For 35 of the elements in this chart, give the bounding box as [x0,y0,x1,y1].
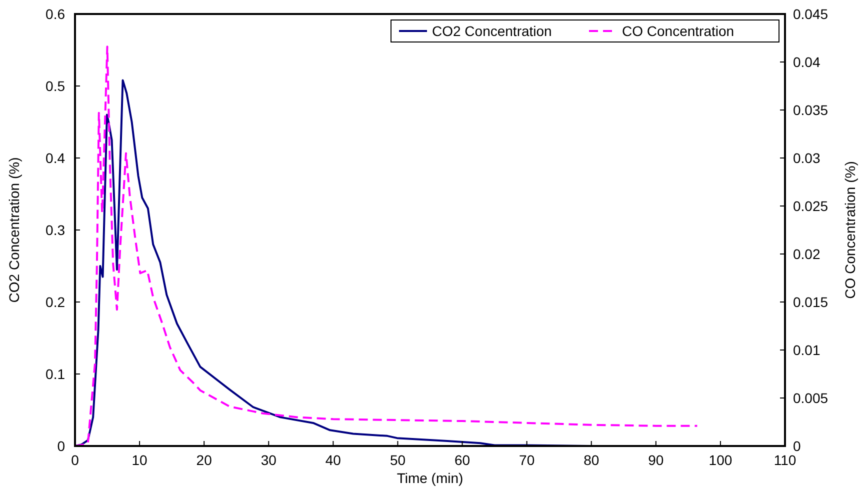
y2-tick-label: 0.04 [793,54,820,70]
x-tick-label: 60 [454,452,470,468]
y-tick-label: 0.1 [46,366,66,382]
x-axis-title: Time (min) [396,470,464,486]
x-tick-label: 50 [390,452,406,468]
y2-tick-label: 0.02 [793,246,820,262]
y2-tick-label: 0.005 [793,390,828,406]
y-tick-label: 0.5 [46,78,66,94]
y-tick-label: 0.4 [46,150,66,166]
x-tick-label: 100 [708,452,732,468]
y2-tick-label: 0.015 [793,294,828,310]
x-tick-label: 30 [260,452,277,468]
x-tick-label: 110 [774,452,796,468]
y-tick-label: 0 [57,438,66,454]
x-tick-label: 90 [648,452,664,468]
x-tick-label: 20 [196,452,212,468]
y2-tick-label: 0.045 [793,6,828,22]
legend-label: CO Concentration [622,22,734,39]
x-tick-label: 0 [71,452,80,468]
y2-tick-label: 0.025 [793,198,828,214]
y-tick-label: 0.2 [46,294,66,310]
y2-tick-label: 0 [793,438,801,454]
y-tick-label: 0.3 [46,222,66,238]
x-tick-label: 70 [519,452,535,468]
x-tick-label: 40 [325,452,342,468]
y2-axis-title: CO Concentration (%) [842,161,858,299]
y2-tick-label: 0.01 [793,342,820,358]
x-tick-label: 10 [132,452,148,468]
legend-label: CO2 Concentration [432,22,552,39]
y-tick-label: 0.6 [46,6,66,22]
x-tick-label: 80 [584,452,600,468]
y2-tick-label: 0.035 [793,102,828,118]
y2-tick-label: 0.03 [793,150,820,166]
y-axis-title: CO2 Concentration (%) [6,157,22,303]
line-series [74,46,698,447]
